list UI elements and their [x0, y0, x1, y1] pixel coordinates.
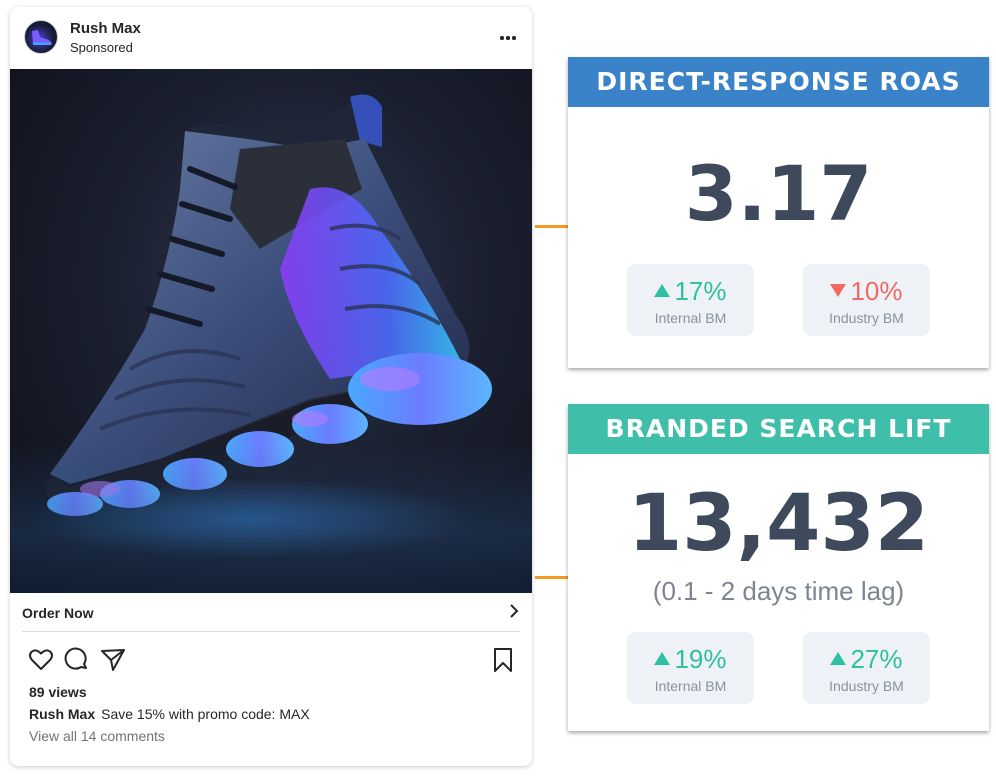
search-lift-time-lag: (0.1 - 2 days time lag) [652, 576, 905, 606]
search-internal-label: Internal BM [654, 678, 727, 694]
up-triangle-icon [830, 651, 847, 665]
post-image[interactable] [10, 69, 532, 593]
roas-title: DIRECT-RESPONSE ROAS [568, 57, 989, 107]
bookmark-icon[interactable] [490, 647, 516, 673]
up-triangle-icon [654, 651, 671, 665]
share-icon[interactable] [100, 647, 126, 673]
post-caption: Rush Max Save 15% with promo code: MAX [29, 706, 310, 722]
up-triangle-icon [654, 283, 671, 297]
roas-industry-benchmark: 10% Industry BM [803, 264, 930, 336]
sponsored-label: Sponsored [70, 40, 133, 55]
roas-internal-label: Internal BM [654, 310, 727, 326]
search-industry-benchmark: 27% Industry BM [803, 632, 930, 704]
sneaker-logo-icon [32, 30, 52, 45]
image-floor [10, 443, 532, 593]
search-internal-change: 19% [674, 644, 727, 674]
chevron-right-icon [510, 604, 519, 618]
roas-value: 3.17 [684, 149, 873, 238]
connector-line-search [535, 576, 583, 579]
down-triangle-icon [830, 283, 847, 297]
view-comments-link[interactable]: View all 14 comments [29, 728, 165, 744]
sponsored-post: Rush Max Sponsored [10, 7, 532, 766]
roas-industry-change: 10% [850, 276, 903, 306]
view-count: 89 views [29, 684, 87, 700]
heart-icon[interactable] [28, 647, 54, 673]
connector-line-roas [535, 225, 583, 228]
search-industry-label: Industry BM [829, 678, 904, 694]
comment-icon[interactable] [64, 647, 90, 673]
avatar[interactable] [24, 20, 58, 54]
search-lift-title: BRANDED SEARCH LIFT [568, 404, 989, 454]
search-lift-value: 13,432 [628, 479, 929, 569]
caption-author[interactable]: Rush Max [29, 706, 96, 722]
cta-label: Order Now [22, 605, 94, 621]
post-actions [28, 647, 514, 673]
roas-industry-label: Industry BM [829, 310, 904, 326]
more-icon[interactable] [498, 29, 518, 45]
order-now-cta[interactable]: Order Now [22, 593, 520, 632]
roas-card: DIRECT-RESPONSE ROAS 3.17 17% Internal B… [568, 57, 989, 368]
search-industry-change: 27% [850, 644, 903, 674]
roas-internal-change: 17% [674, 276, 727, 306]
roas-internal-benchmark: 17% Internal BM [627, 264, 754, 336]
search-internal-benchmark: 19% Internal BM [627, 632, 754, 704]
post-author[interactable]: Rush Max [70, 20, 141, 37]
search-lift-card: BRANDED SEARCH LIFT 13,432 (0.1 - 2 days… [568, 404, 989, 731]
caption-text: Save 15% with promo code: MAX [101, 706, 310, 722]
post-header: Rush Max Sponsored [10, 7, 532, 69]
